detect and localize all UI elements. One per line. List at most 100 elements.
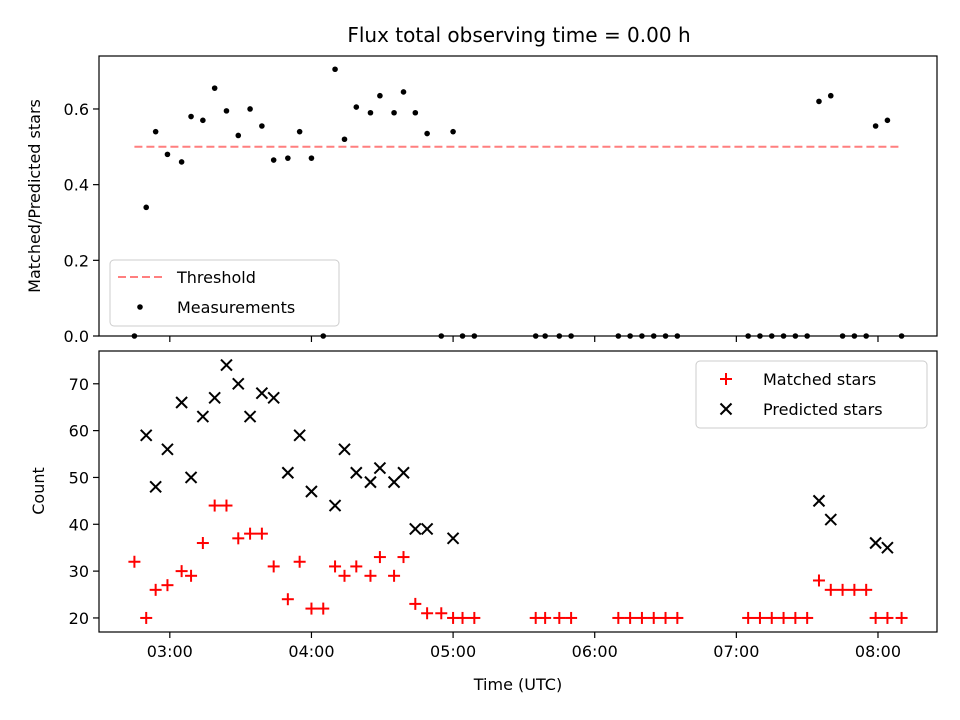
- bottom-x-tick-label: 05:00: [430, 642, 476, 661]
- predicted-star-point: [220, 358, 233, 372]
- matched-star-point: [539, 611, 552, 624]
- matched-star-point: [409, 597, 422, 610]
- matched-star-point: [255, 527, 268, 540]
- measurement-point: [308, 155, 315, 161]
- matched-star-point: [397, 551, 410, 564]
- predicted-star-point: [409, 522, 422, 536]
- measurement-point: [341, 136, 348, 143]
- matched-star-point: [175, 565, 188, 578]
- legend-predicted-marker: [719, 402, 733, 416]
- legend-measurements-swatch: [137, 304, 143, 310]
- measurement-point: [247, 106, 253, 112]
- measurement-point: [259, 123, 265, 129]
- measurement-point: [377, 92, 383, 99]
- matched-star-point: [456, 611, 469, 624]
- legend-predicted-label: Predicted stars: [763, 400, 883, 419]
- predicted-star-point: [387, 475, 401, 489]
- predicted-star-point: [184, 471, 198, 484]
- matched-star-point: [208, 499, 221, 512]
- measurement-point: [424, 130, 430, 137]
- matched-star-point: [244, 527, 257, 540]
- matched-star-point: [824, 583, 837, 596]
- predicted-star-point: [446, 532, 460, 545]
- predicted-star-point: [175, 396, 188, 409]
- measurement-point: [296, 128, 303, 135]
- matched-star-point: [293, 555, 306, 568]
- matched-star-point: [777, 611, 790, 624]
- top-x-ticks: [169, 336, 879, 342]
- matched-star-point: [338, 569, 351, 582]
- matched-star-point: [553, 611, 566, 624]
- matched-star-point: [860, 583, 873, 596]
- legend-measurements-label: Measurements: [177, 298, 295, 317]
- top-y-tick-label: 0.4: [64, 176, 89, 195]
- bottom-marks: [128, 358, 908, 624]
- matched-star-point: [196, 537, 209, 550]
- legend-matched-marker: [720, 373, 732, 385]
- matched-star-point: [848, 583, 861, 596]
- predicted-star-point: [196, 410, 210, 423]
- predicted-star-point: [243, 410, 257, 423]
- legend-predicted-swatch: [719, 402, 733, 416]
- measurement-point: [211, 85, 218, 91]
- matched-star-point: [881, 611, 894, 624]
- matched-star-point: [753, 611, 766, 624]
- matched-star-point: [329, 560, 342, 573]
- matched-star-point: [647, 611, 660, 624]
- predicted-star-point: [824, 513, 837, 526]
- measurement-point: [223, 108, 230, 114]
- measurement-point: [872, 123, 879, 129]
- matched-star-point: [812, 574, 825, 587]
- matched-star-point: [789, 611, 802, 624]
- bottom-x-tick-label: 04:00: [288, 642, 334, 661]
- predicted-star-point: [364, 475, 377, 489]
- top-legend: Threshold Measurements: [109, 259, 340, 327]
- matched-star-point: [149, 583, 162, 596]
- measurement-point: [270, 157, 277, 163]
- top-chart-title: Flux total observing time = 0.00 h: [347, 23, 690, 47]
- top-axes: 0.0 0.2 0.4 0.6 Matched/Predicted stars Thr…: [25, 55, 938, 346]
- bottom-y-tick-label: 40: [69, 515, 89, 534]
- matched-star-point: [350, 560, 363, 573]
- bottom-x-tick-label: 08:00: [855, 642, 901, 661]
- measurement-point: [143, 204, 150, 211]
- predicted-star-point: [161, 443, 174, 456]
- predicted-star-point: [350, 466, 363, 479]
- matched-star-point: [185, 569, 198, 582]
- matched-star-point: [836, 583, 849, 596]
- predicted-star-point: [293, 429, 306, 442]
- bottom-x-tick-label: 06:00: [572, 642, 618, 661]
- bottom-y-tick-label: 20: [69, 609, 89, 628]
- bottom-y-tick-label: 70: [69, 375, 89, 394]
- predicted-star-point: [149, 480, 162, 494]
- predicted-star-point: [281, 466, 295, 479]
- measurement-point: [152, 128, 159, 135]
- bottom-y-ticks: 20 30 40 50 60 70: [69, 375, 99, 628]
- measurement-point: [400, 89, 407, 95]
- predicted-star-point: [397, 466, 410, 479]
- measurement-point: [332, 66, 338, 73]
- top-axes-frame: [98, 55, 938, 337]
- predicted-star-point: [338, 443, 351, 456]
- top-y-ticks: 0.0 0.2 0.4 0.6: [64, 100, 99, 346]
- predicted-star-point: [255, 386, 269, 400]
- top-marks: [131, 66, 905, 339]
- measurement-point: [816, 98, 822, 105]
- matched-star-point: [742, 611, 755, 624]
- matched-star-point: [373, 551, 386, 564]
- predicted-star-point: [869, 536, 882, 550]
- predicted-star-point: [881, 541, 894, 554]
- bottom-axes-frame: [98, 350, 938, 633]
- matched-star-point: [635, 611, 648, 624]
- predicted-star-point: [328, 499, 342, 512]
- measurement-point: [235, 132, 242, 139]
- matched-star-point: [565, 611, 578, 624]
- measurement-point: [188, 113, 194, 120]
- matched-star-point: [220, 499, 233, 512]
- measurement-point: [285, 155, 291, 161]
- matched-star-point: [435, 607, 448, 620]
- measurement-point: [164, 151, 171, 158]
- predicted-star-point: [305, 485, 318, 498]
